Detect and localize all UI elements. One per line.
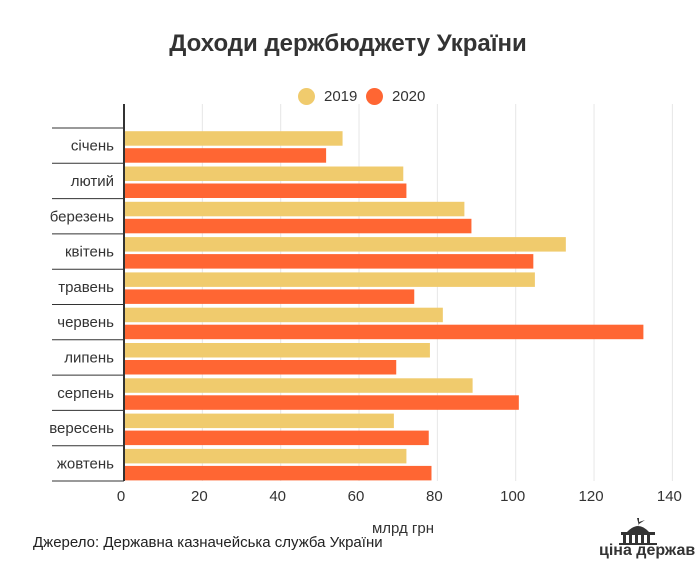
bar-2019 [124, 131, 343, 146]
category-label: лютий [71, 173, 114, 190]
x-tick-label: 0 [117, 488, 125, 505]
bar-2020 [124, 218, 472, 234]
bar-2019 [124, 166, 404, 181]
bar-2020 [124, 148, 327, 163]
chart-title: Доходи держбюджету України [169, 30, 527, 57]
bar-2020 [124, 183, 407, 198]
category-label: жовтень [57, 455, 114, 472]
logo-text: ціна держави [599, 542, 696, 559]
bar-2019 [124, 343, 430, 358]
legend-swatch-2020 [366, 87, 383, 105]
capitol-building-icon [619, 518, 657, 545]
legend-label-2020: 2020 [392, 87, 426, 105]
x-tick-label: 100 [500, 488, 525, 505]
bar-2019 [124, 448, 407, 464]
bar-2020 [124, 289, 415, 304]
bar-2019 [124, 272, 535, 287]
legend-label-2019: 2019 [324, 87, 358, 105]
bar-2020 [124, 430, 429, 446]
x-tick-label: 60 [348, 488, 365, 505]
bar-2020 [124, 395, 519, 410]
source-note: Джерело: Державна казначейська служба Ук… [33, 534, 383, 551]
category-label: червень [57, 314, 114, 331]
category-label: травень [58, 279, 114, 296]
bar-2019 [124, 201, 465, 217]
legend-swatch-2019 [298, 87, 315, 105]
bar-2020 [124, 324, 644, 340]
x-tick-label: 120 [579, 488, 604, 505]
x-tick-label: 80 [426, 488, 443, 505]
category-label: серпень [57, 385, 114, 402]
chart-legend: 2019 2020 [0, 86, 696, 106]
x-axis-title: млрд грн [372, 520, 434, 537]
category-label: січень [71, 138, 114, 155]
legend-item-2020: 2020 [366, 86, 425, 106]
category-label: вересень [49, 420, 114, 437]
bar-2019 [124, 237, 566, 252]
bar-2019 [124, 413, 394, 429]
bar-2020 [124, 360, 397, 375]
x-tick-label: 140 [657, 488, 682, 505]
bar-2020 [124, 254, 534, 269]
brand-logo: ціна держави [599, 516, 696, 566]
category-label: березень [50, 208, 114, 225]
bar-2019 [124, 307, 443, 323]
x-tick-label: 20 [191, 488, 208, 505]
bar-2020 [124, 465, 432, 481]
x-tick-label: 40 [269, 488, 286, 505]
bar-2019 [124, 378, 473, 393]
legend-item-2019: 2019 [298, 86, 357, 106]
category-label: квітень [65, 244, 114, 261]
category-label: липень [64, 349, 114, 366]
